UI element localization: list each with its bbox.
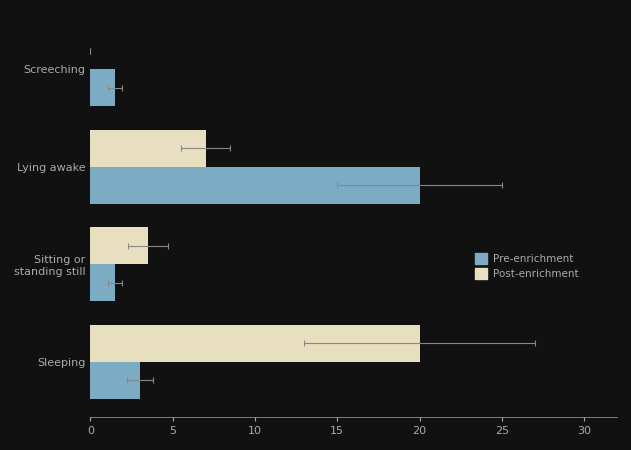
- Bar: [90, 264, 115, 301]
- Bar: [90, 362, 139, 399]
- Bar: [90, 69, 115, 106]
- Bar: [90, 130, 206, 167]
- Bar: [90, 227, 148, 264]
- Bar: [90, 324, 420, 362]
- Bar: [90, 167, 420, 204]
- Legend: Pre-enrichment, Post-enrichment: Pre-enrichment, Post-enrichment: [475, 253, 578, 279]
